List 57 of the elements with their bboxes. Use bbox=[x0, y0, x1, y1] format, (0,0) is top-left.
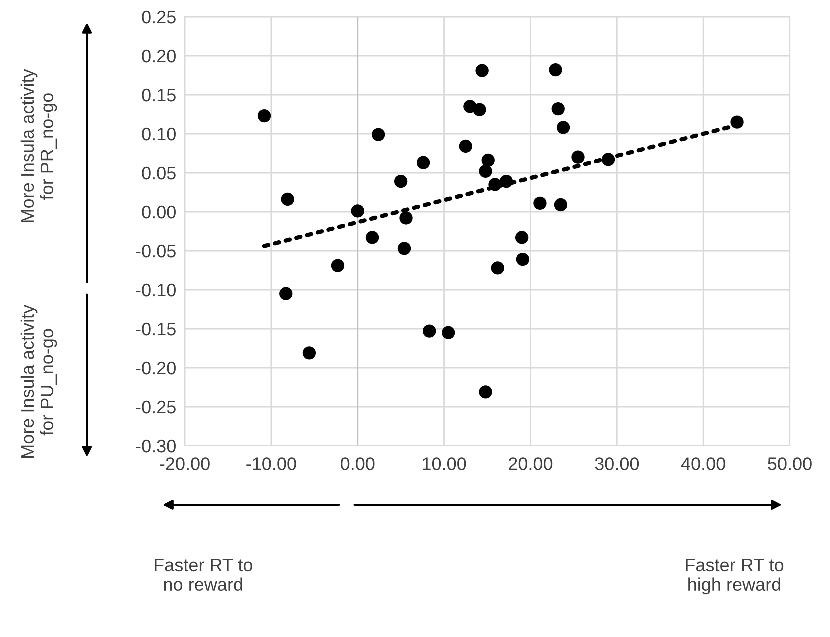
y-tick-label: -0.25 bbox=[136, 400, 176, 414]
y-tick-label: 0.20 bbox=[142, 50, 176, 63]
text: Faster RT to no reward bbox=[155, 559, 252, 592]
x-tick-label: 50.00 bbox=[768, 458, 812, 470]
point bbox=[602, 153, 616, 166]
point bbox=[400, 212, 413, 225]
point bbox=[488, 178, 502, 192]
y-tick-label: 0.05 bbox=[142, 166, 176, 180]
point bbox=[423, 324, 436, 338]
point bbox=[366, 231, 380, 244]
point bbox=[515, 231, 529, 244]
y-tick-label: 0.00 bbox=[142, 206, 176, 219]
point bbox=[416, 156, 430, 170]
point bbox=[482, 154, 495, 168]
x-tick-label: -10.00 bbox=[246, 458, 296, 470]
point bbox=[473, 103, 486, 116]
x-tick-label: 40.00 bbox=[681, 458, 726, 470]
point bbox=[258, 109, 272, 123]
point bbox=[572, 150, 585, 164]
y-tick-label: -0.10 bbox=[136, 284, 176, 297]
x-tick-label: 20.00 bbox=[509, 458, 553, 470]
x-tick-label: 30.00 bbox=[595, 458, 640, 470]
y-tick-label: 0.10 bbox=[142, 128, 176, 141]
text: More Insula activity for PR_no-go bbox=[20, 69, 58, 222]
text: More Insula activity for PU_no-go bbox=[20, 304, 58, 458]
point bbox=[280, 287, 293, 300]
point bbox=[491, 262, 504, 275]
point bbox=[442, 326, 456, 340]
text: Faster RT to high reward bbox=[686, 559, 784, 595]
y-tick-label: -0.20 bbox=[136, 362, 176, 375]
point bbox=[476, 64, 489, 78]
x-tick-label: 10.00 bbox=[423, 458, 466, 470]
point bbox=[516, 252, 530, 266]
point bbox=[500, 174, 514, 188]
point bbox=[394, 174, 408, 188]
point bbox=[479, 164, 492, 178]
point bbox=[398, 242, 412, 256]
point bbox=[331, 259, 345, 272]
y-tick-label: -0.05 bbox=[136, 244, 176, 258]
point bbox=[552, 102, 565, 116]
point bbox=[549, 63, 562, 77]
point bbox=[556, 121, 570, 134]
point bbox=[459, 140, 472, 154]
y-tick-label: -0.30 bbox=[136, 440, 176, 453]
x-tick-label: -20.00 bbox=[160, 458, 210, 470]
y-tick-label: -0.15 bbox=[136, 322, 176, 336]
point bbox=[302, 346, 316, 360]
point bbox=[534, 196, 547, 210]
point bbox=[730, 116, 744, 129]
x-tick-label: 0.00 bbox=[340, 458, 375, 470]
point bbox=[554, 198, 568, 212]
point bbox=[479, 386, 492, 399]
point bbox=[372, 128, 386, 142]
point bbox=[281, 192, 294, 206]
y-tick-label: 0.25 bbox=[142, 10, 176, 24]
y-tick-label: 0.15 bbox=[142, 88, 176, 102]
point bbox=[351, 204, 364, 218]
